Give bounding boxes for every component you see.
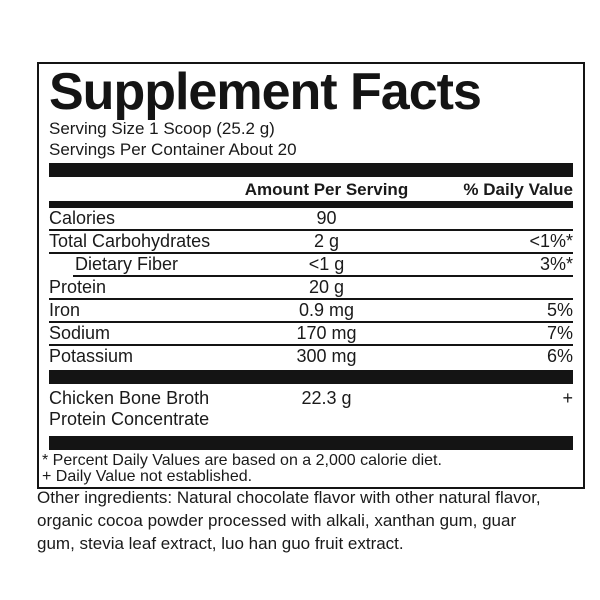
- nutrient-name: Protein: [49, 277, 107, 297]
- table-row-iron: Iron 0.9 mg 5%: [49, 300, 573, 321]
- nutrient-amount: 90: [316, 208, 337, 228]
- panel-title: Supplement Facts: [49, 63, 482, 121]
- divider-bar-header: [49, 201, 573, 208]
- divider-bar-bottom: [49, 436, 573, 450]
- table-row-bone-broth-concentrate: Chicken Bone Broth Protein Concentrate 2…: [49, 384, 573, 433]
- nutrient-dv: 7%: [546, 323, 573, 343]
- footnote-daily-values: * Percent Daily Values are based on a 2,…: [42, 452, 442, 469]
- footnote-not-established: + Daily Value not established.: [42, 468, 253, 485]
- header-amount-per-serving: Amount Per Serving: [244, 180, 409, 199]
- nutrient-amount: 300 mg: [296, 346, 357, 366]
- row-separator: [49, 252, 573, 254]
- header-daily-value: % Daily Value: [463, 180, 573, 199]
- nutrient-dv: 5%: [546, 300, 573, 320]
- nutrient-amount: 170 mg: [296, 323, 357, 343]
- nutrient-dv: 3%*: [539, 254, 573, 274]
- row-separator: [49, 321, 573, 323]
- nutrient-name: Iron: [49, 300, 81, 320]
- nutrient-dv: 6%: [546, 346, 573, 366]
- supplement-facts-panel: Supplement Facts Serving Size 1 Scoop (2…: [37, 62, 585, 489]
- nutrient-name: Sodium: [49, 323, 111, 343]
- table-row-dietary-fiber: Dietary Fiber <1 g 3%*: [49, 254, 573, 275]
- table-row-protein: Protein 20 g: [49, 277, 573, 298]
- nutrient-dv: <1%*: [529, 231, 573, 251]
- table-row-sodium: Sodium 170 mg 7%: [49, 323, 573, 344]
- nutrient-name-line2: Protein Concentrate: [49, 409, 210, 429]
- servings-per-container-line: Servings Per Container About 20: [49, 140, 297, 159]
- table-header-row: Amount Per Serving % Daily Value: [49, 177, 573, 201]
- footnotes: * Percent Daily Values are based on a 2,…: [42, 450, 573, 485]
- nutrient-name-line1: Chicken Bone Broth: [49, 388, 210, 408]
- row-separator: [49, 344, 573, 346]
- table-row-potassium: Potassium 300 mg 6%: [49, 346, 573, 367]
- nutrient-name: Calories: [49, 208, 116, 228]
- nutrient-name: Dietary Fiber: [75, 254, 179, 274]
- table-row-total-carbohydrates: Total Carbohydrates 2 g <1%*: [49, 231, 573, 252]
- row-separator-indented: [73, 275, 573, 277]
- nutrient-name: Chicken Bone Broth Protein Concentrate: [49, 388, 239, 430]
- nutrient-amount: 2 g: [313, 231, 340, 251]
- nutrient-amount: 20 g: [308, 277, 345, 297]
- divider-bar-top: [49, 163, 573, 177]
- nutrient-amount: <1 g: [308, 254, 345, 274]
- nutrient-dv: +: [562, 388, 573, 408]
- other-ingredients-paragraph: Other ingredients: Natural chocolate fla…: [37, 488, 541, 553]
- nutrient-amount: 0.9 mg: [298, 300, 355, 320]
- table-row-calories: Calories 90: [49, 208, 573, 229]
- serving-size-line: Serving Size 1 Scoop (25.2 g): [49, 119, 275, 138]
- row-separator: [49, 229, 573, 231]
- nutrient-amount: 22.3 g: [301, 388, 352, 408]
- row-separator: [49, 298, 573, 300]
- divider-bar-middle: [49, 370, 573, 384]
- nutrient-name: Total Carbohydrates: [49, 231, 211, 251]
- nutrient-name: Potassium: [49, 346, 134, 366]
